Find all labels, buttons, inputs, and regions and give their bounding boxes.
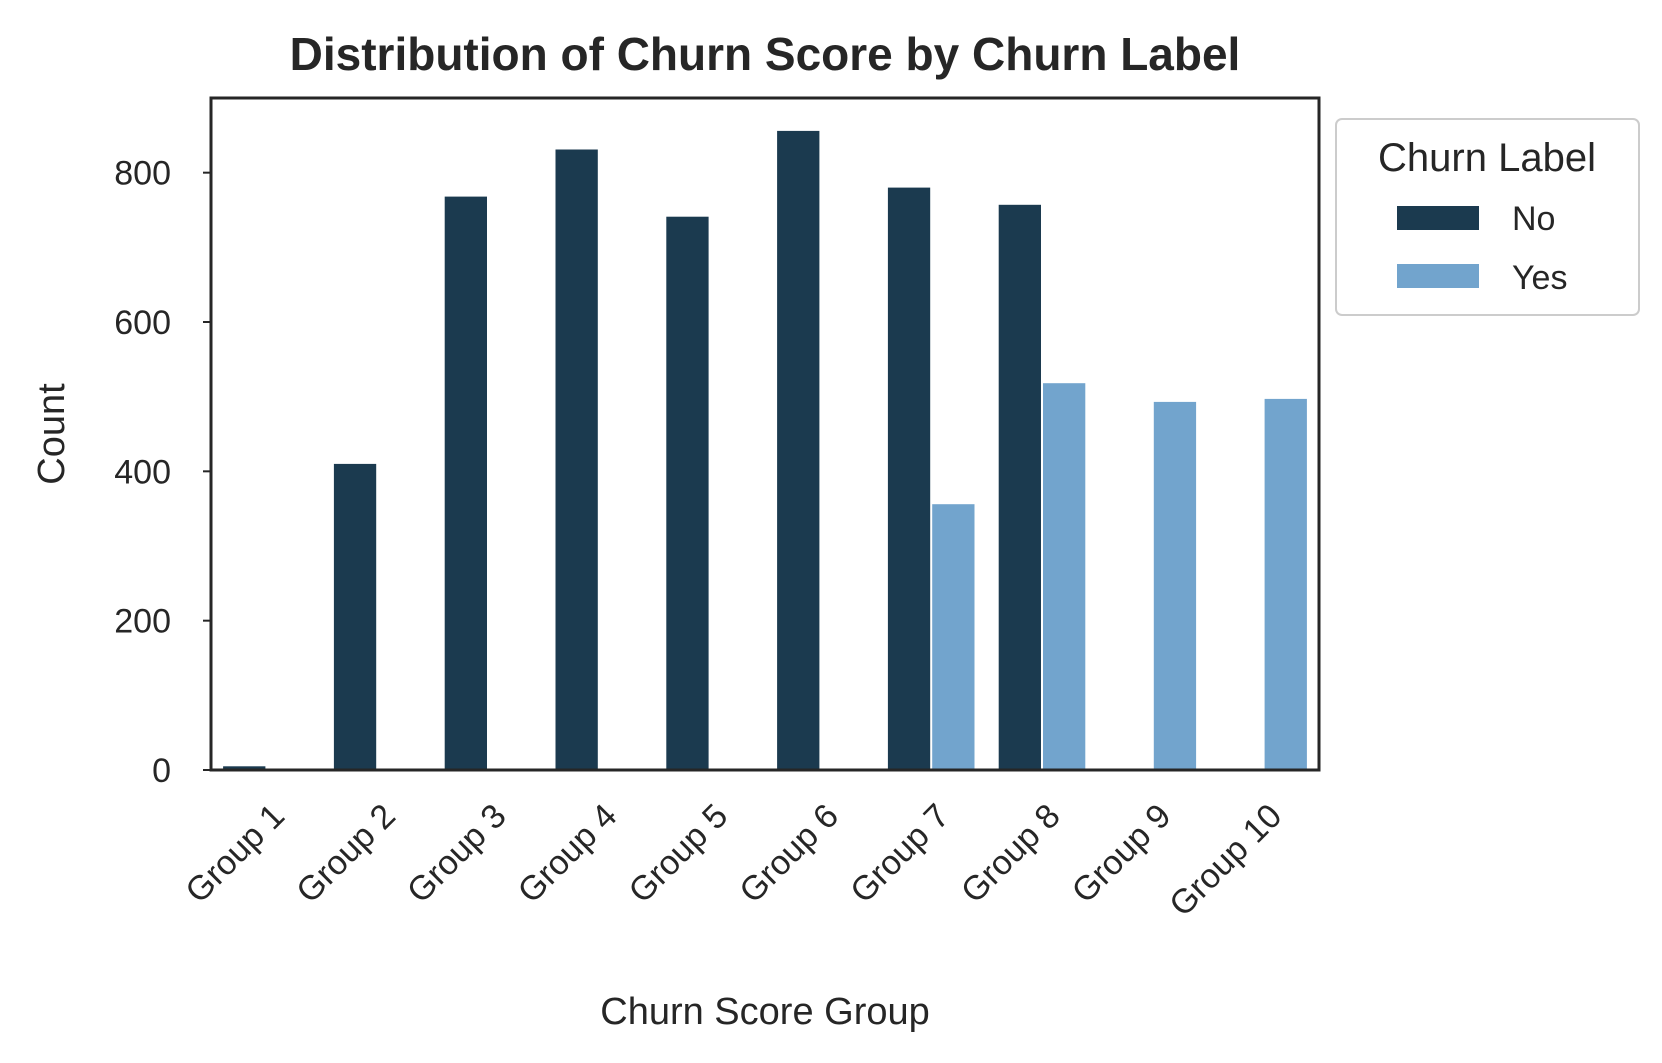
bar-no-group-8 — [998, 204, 1041, 771]
bar-no-group-2 — [333, 463, 377, 770]
x-axis-label: Churn Score Group — [600, 991, 930, 1033]
bar-no-group-5 — [666, 216, 709, 770]
legend-title: Churn Label — [1378, 136, 1596, 180]
x-tick-label: Group 8 — [954, 797, 1068, 911]
bars-layer — [223, 130, 1307, 771]
bar-yes-group-9 — [1153, 401, 1197, 770]
bar-no-group-7 — [887, 187, 931, 771]
y-tick-label: 600 — [114, 304, 171, 342]
x-tick-label: Group 5 — [622, 797, 736, 911]
legend-label-yes: Yes — [1512, 259, 1567, 297]
legend-swatch-no — [1397, 206, 1479, 230]
legend-label-no: No — [1512, 200, 1555, 238]
y-tick-label: 400 — [114, 453, 171, 491]
legend-swatch-yes — [1397, 264, 1479, 288]
bar-no-group-6 — [777, 130, 820, 770]
y-tick-label: 800 — [114, 155, 171, 193]
x-tick-label: Group 6 — [732, 797, 846, 911]
bar-no-group-1 — [223, 766, 266, 770]
legend: Churn Label No Yes — [1335, 118, 1640, 316]
plot-frame — [209, 96, 1321, 772]
x-tick-label: Group 4 — [511, 797, 625, 911]
x-tick-label: Group 7 — [843, 797, 957, 911]
bar-yes-group-10 — [1264, 398, 1307, 770]
bar-no-group-3 — [444, 196, 487, 771]
x-tick-label: Group 3 — [400, 797, 514, 911]
bar-yes-group-8 — [1043, 383, 1086, 770]
y-tick-label: 0 — [152, 752, 171, 790]
bar-yes-group-7 — [932, 504, 975, 770]
x-tick-label: Group 2 — [289, 797, 403, 911]
x-tick-label: Group 1 — [178, 797, 292, 911]
x-tick-label: Group 10 — [1162, 797, 1289, 924]
chart-title: Distribution of Churn Score by Churn Lab… — [290, 28, 1241, 80]
bar-no-group-4 — [555, 149, 598, 770]
y-tick-label: 200 — [114, 603, 171, 641]
y-axis-label: Count — [31, 383, 73, 485]
x-tick-label: Group 9 — [1065, 797, 1179, 911]
y-axis-ticks: 0 200 400 600 800 — [114, 155, 211, 790]
